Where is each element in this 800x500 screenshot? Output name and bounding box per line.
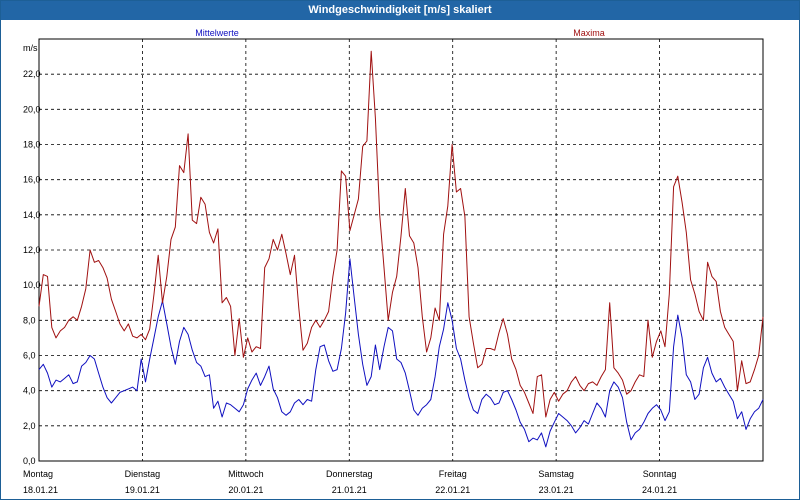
series-line-mittelwerte xyxy=(38,258,764,448)
y-tick-label: 0,0 xyxy=(23,456,36,466)
y-tick-label: 10,0 xyxy=(23,280,41,290)
x-tick-day-label: Sonntag xyxy=(643,469,677,479)
legend-mittelwerte: Mittelwerte xyxy=(195,28,239,38)
y-tick-label: 22,0 xyxy=(23,69,41,79)
y-tick-label: 12,0 xyxy=(23,245,41,255)
y-tick-label: 16,0 xyxy=(23,175,41,185)
x-tick-date-label: 24.01.21 xyxy=(642,485,677,495)
y-tick-label: 20,0 xyxy=(23,104,41,114)
y-tick-label: 8,0 xyxy=(23,315,36,325)
legend-maxima: Maxima xyxy=(573,28,605,38)
x-tick-date-label: 21.01.21 xyxy=(332,485,367,495)
y-tick-label: 6,0 xyxy=(23,351,36,361)
series-layer xyxy=(38,50,764,448)
y-tick-label: 2,0 xyxy=(23,421,36,431)
x-tick-date-label: 22.01.21 xyxy=(435,485,470,495)
y-tick-label: 14,0 xyxy=(23,210,41,220)
window-title: Windgeschwindigkeit [m/s] skaliert xyxy=(1,1,799,20)
series-line-maxima xyxy=(38,50,764,418)
tick-labels: 0,0 2,0 4,0 6,0 8,0 10,0 12,0 14,0 16,0 18,0 20,0 2… xyxy=(23,69,677,495)
x-tick-day-label: Dienstag xyxy=(125,469,161,479)
x-tick-day-label: Donnerstag xyxy=(326,469,373,479)
x-tick-day-label: Montag xyxy=(23,469,53,479)
plot-frame xyxy=(38,38,764,462)
x-tick-day-label: Freitag xyxy=(439,469,467,479)
x-tick-date-label: 23.01.21 xyxy=(539,485,574,495)
x-tick-date-label: 18.01.21 xyxy=(23,485,58,495)
y-tick-label: 18,0 xyxy=(23,140,41,150)
y-axis-unit: m/s xyxy=(23,43,38,53)
x-tick-date-label: 20.01.21 xyxy=(228,485,263,495)
axes xyxy=(38,38,764,462)
x-tick-day-label: Mittwoch xyxy=(228,469,264,479)
x-tick-date-label: 19.01.21 xyxy=(125,485,160,495)
x-tick-day-label: Samstag xyxy=(538,469,574,479)
grid xyxy=(39,39,763,461)
y-tick-label: 4,0 xyxy=(23,386,36,396)
